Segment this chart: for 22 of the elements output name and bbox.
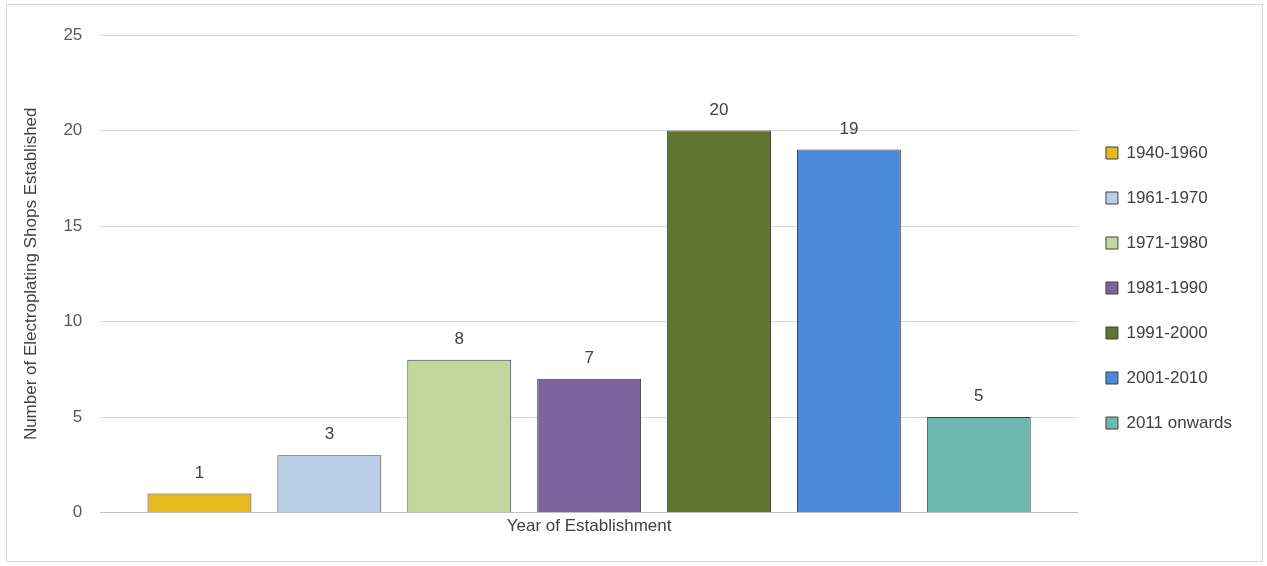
legend-label: 2001-2010	[1126, 367, 1208, 387]
data-label: 7	[584, 348, 594, 368]
y-tick-label: 5	[72, 406, 83, 426]
y-tick-label: 20	[63, 120, 83, 140]
data-label: 8	[454, 328, 464, 348]
x-axis-title: Year of Establishment	[506, 516, 672, 536]
legend-label: 1991-2000	[1126, 322, 1208, 342]
legend-label: 1961-1970	[1126, 187, 1208, 207]
data-label: 20	[709, 99, 729, 119]
data-label: 5	[974, 386, 984, 406]
data-label: 3	[324, 424, 335, 444]
legend-label: 1971-1980	[1126, 232, 1208, 252]
y-tick-label: 0	[72, 502, 83, 522]
data-label: 1	[194, 462, 205, 482]
y-axis-title: Number of Electroplating Shops Established	[20, 107, 40, 441]
legend-label: 2011 onwards	[1126, 412, 1233, 432]
y-tick-label: 10	[63, 311, 83, 331]
y-tick-label: 15	[63, 215, 83, 235]
data-label: 19	[839, 118, 859, 138]
y-tick-label: 25	[63, 24, 83, 44]
legend-label: 1940-1960	[1126, 142, 1208, 162]
legend-label: 1981-1990	[1126, 277, 1208, 297]
